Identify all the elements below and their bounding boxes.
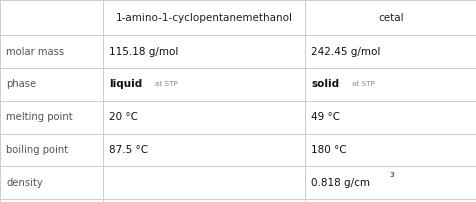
Text: 115.18 g/mol: 115.18 g/mol — [109, 47, 178, 57]
Text: density: density — [6, 178, 43, 188]
Text: 180 °C: 180 °C — [311, 145, 347, 155]
Text: solid: solid — [311, 79, 339, 89]
Text: 49 °C: 49 °C — [311, 112, 340, 122]
Text: 20 °C: 20 °C — [109, 112, 138, 122]
Text: molar mass: molar mass — [6, 47, 64, 57]
Text: 3: 3 — [388, 173, 393, 178]
Text: 87.5 °C: 87.5 °C — [109, 145, 148, 155]
Text: phase: phase — [6, 79, 36, 89]
Text: 1-amino-1-cyclopentanemethanol: 1-amino-1-cyclopentanemethanol — [115, 13, 292, 23]
Text: liquid: liquid — [109, 79, 142, 89]
Text: melting point: melting point — [6, 112, 73, 122]
Text: boiling point: boiling point — [6, 145, 68, 155]
Text: at STP: at STP — [155, 81, 178, 87]
Text: 0.818 g/cm: 0.818 g/cm — [311, 178, 370, 188]
Text: at STP: at STP — [351, 81, 374, 87]
Text: cetal: cetal — [377, 13, 403, 23]
Text: 242.45 g/mol: 242.45 g/mol — [311, 47, 380, 57]
